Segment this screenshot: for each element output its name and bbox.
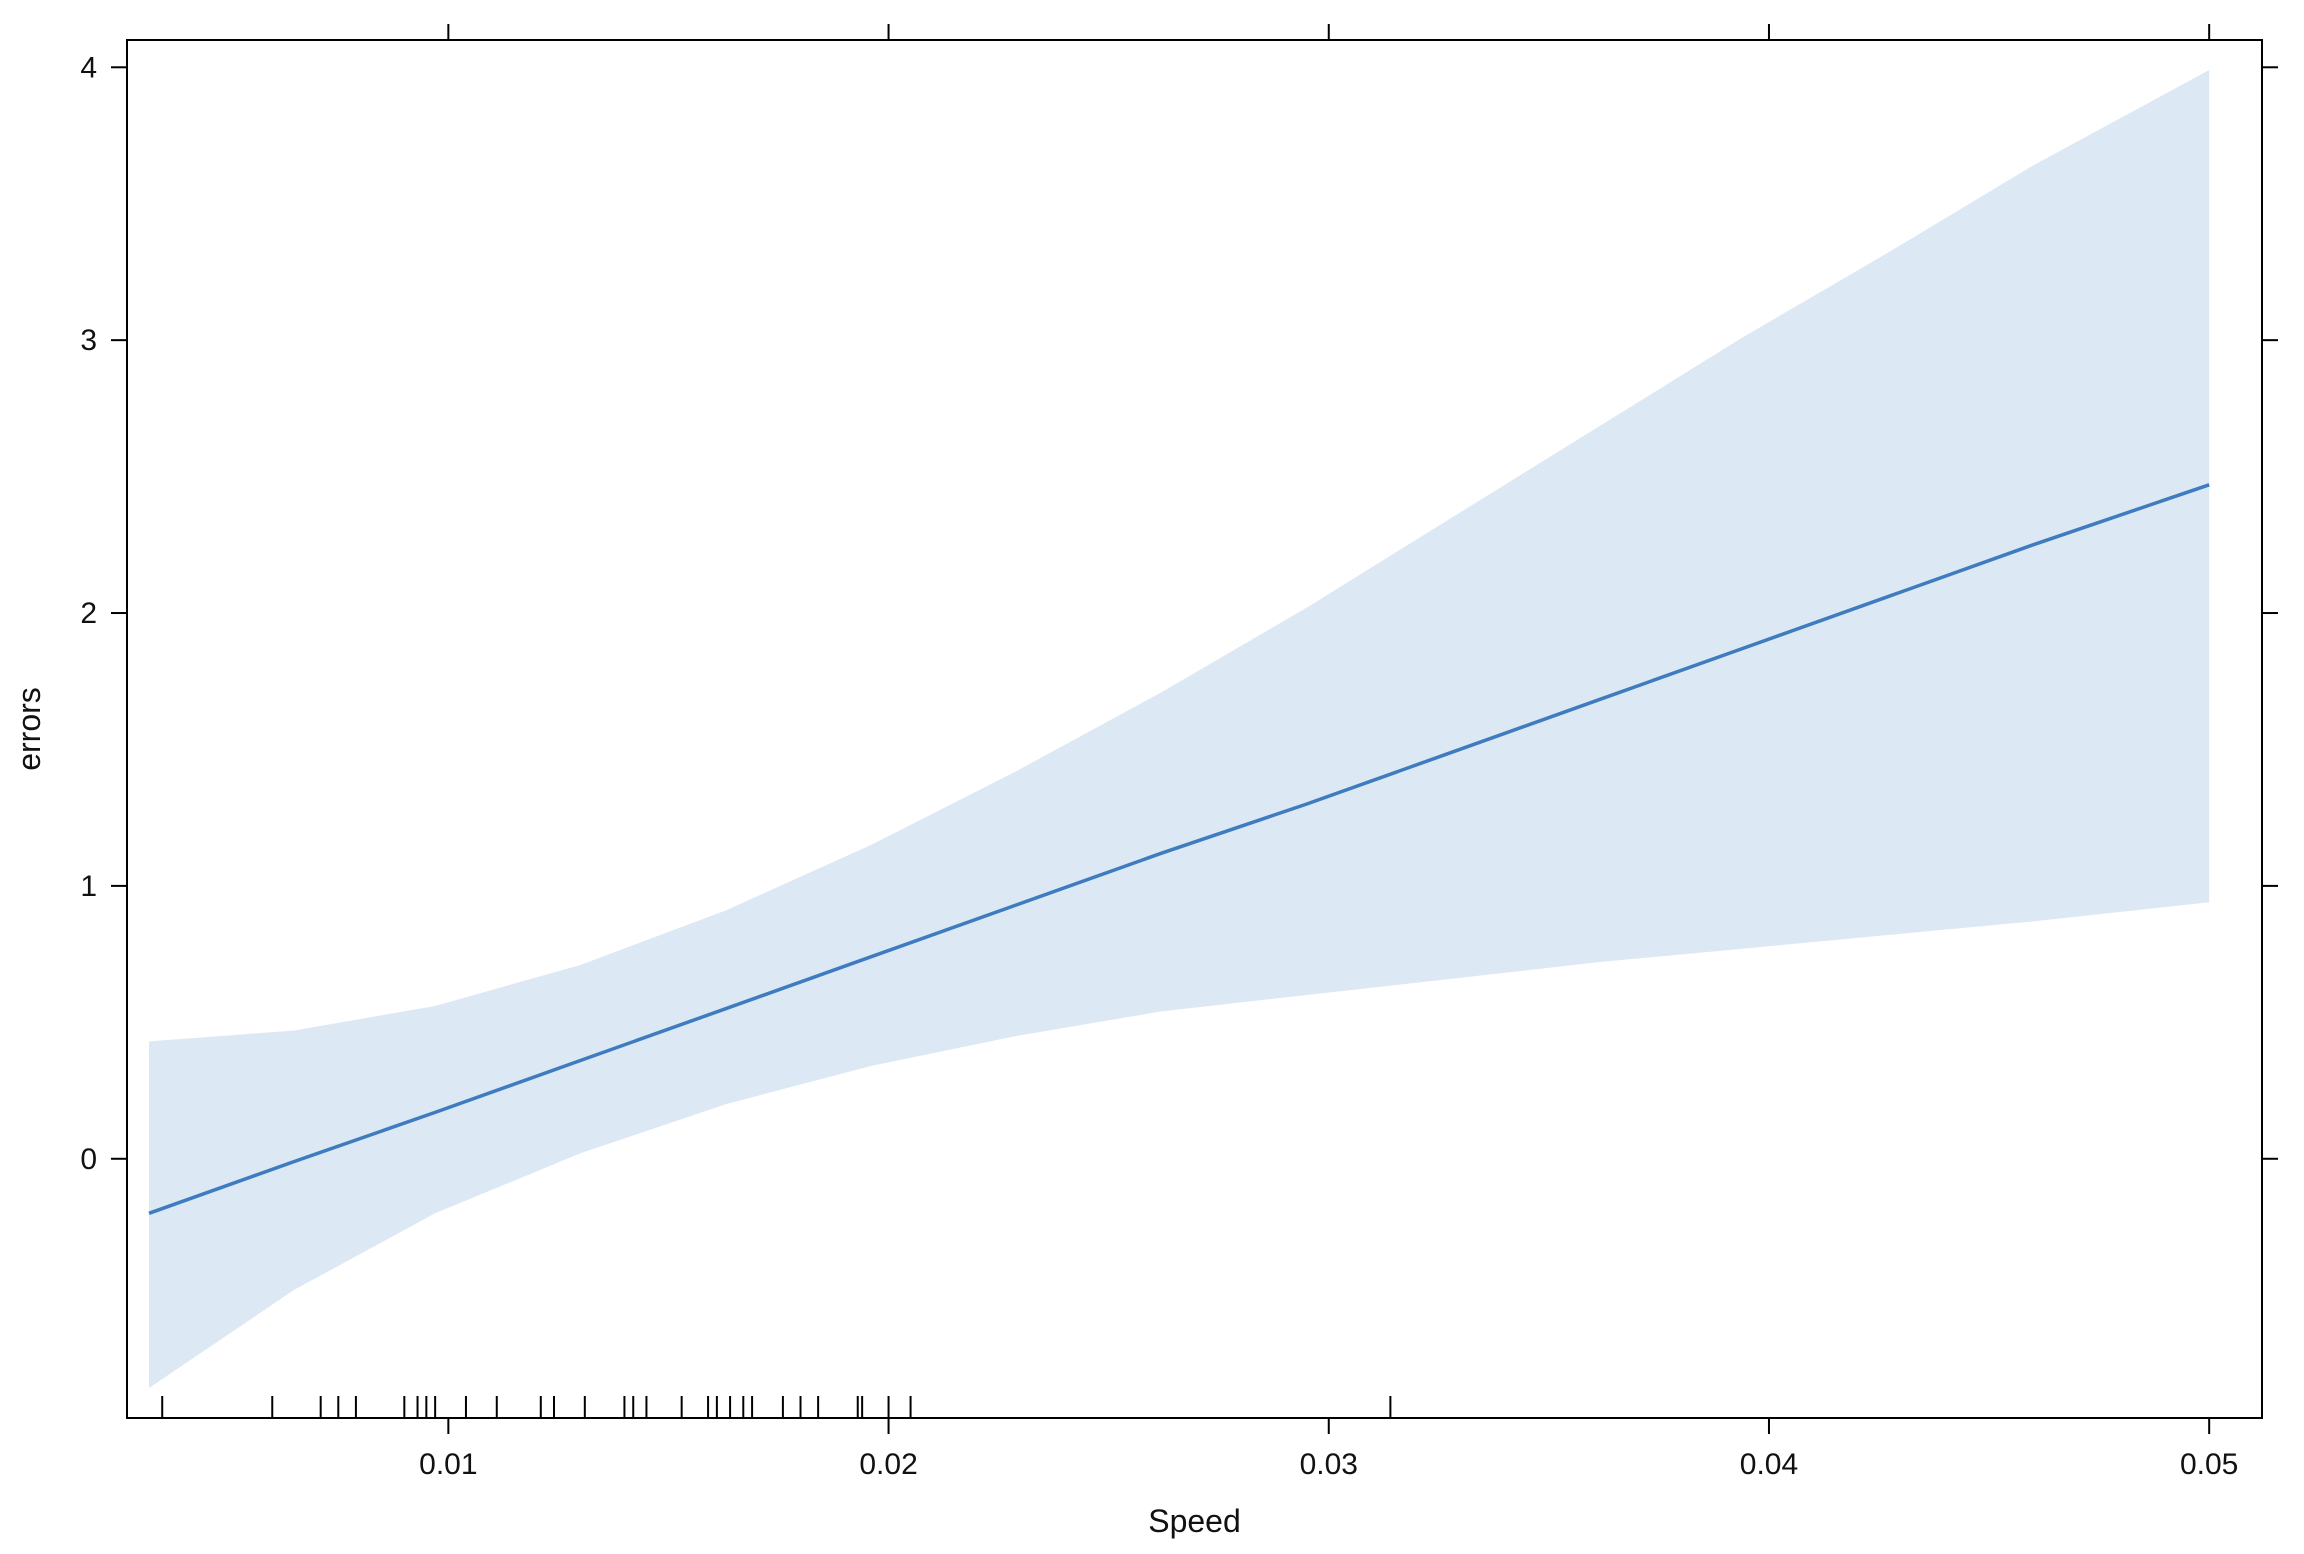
- y-tick-label: 2: [80, 597, 97, 630]
- confidence-band-layer: [149, 70, 2210, 1388]
- x-tick-label: 0.01: [419, 1448, 477, 1481]
- x-axis-ticks: 0.01 0.02 0.03 0.04 0.05: [419, 24, 2238, 1481]
- confidence-band-0: [149, 70, 2210, 1388]
- y-tick-label: 3: [80, 324, 97, 357]
- plot-frame: [126, 39, 2263, 1419]
- x-tick-label: 0.05: [2180, 1448, 2238, 1481]
- fit-line-0: [148, 483, 2210, 1215]
- x-tick-label: 0.02: [859, 1448, 917, 1481]
- x-tick-label: 0.03: [1300, 1448, 1358, 1481]
- y-axis-ticks: 0 1 2 3 4: [80, 51, 2278, 1176]
- x-axis-title: Speed: [1148, 1503, 1241, 1539]
- rug-layer: [161, 1396, 1392, 1418]
- y-tick-label: 0: [80, 1143, 97, 1176]
- y-axis-title: errors: [11, 687, 47, 771]
- y-tick-label: 1: [80, 870, 97, 903]
- x-tick-label: 0.04: [1740, 1448, 1798, 1481]
- fit-line-layer: [148, 483, 2210, 1215]
- y-tick-label: 4: [80, 51, 97, 84]
